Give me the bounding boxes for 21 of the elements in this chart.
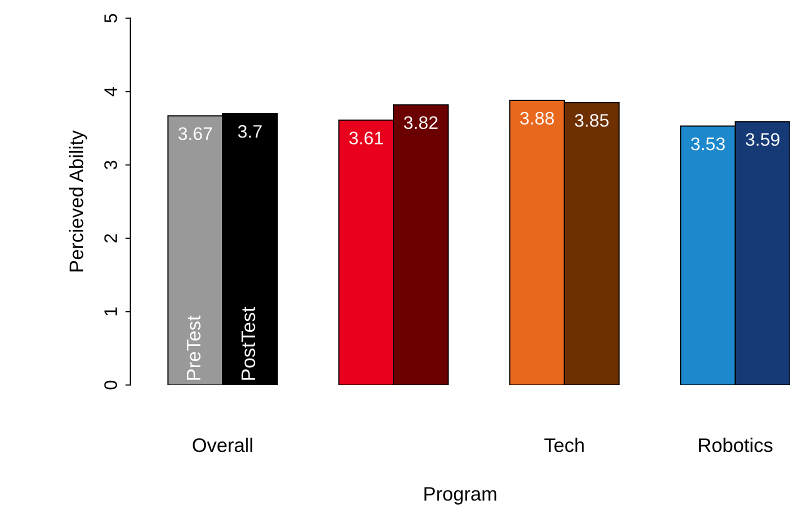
x-tick-label: Robotics bbox=[699, 438, 772, 452]
y-tick-label: 3 bbox=[104, 160, 118, 170]
data-label: 3.59 bbox=[746, 133, 780, 146]
y-tick-label: 4 bbox=[104, 87, 117, 96]
data-label: 3.61 bbox=[349, 132, 383, 144]
x-tick-label: Overall bbox=[192, 438, 252, 452]
data-label: 3.85 bbox=[574, 114, 609, 127]
data-label: 3.88 bbox=[520, 112, 554, 125]
data-label: 3.67 bbox=[178, 127, 212, 140]
y-tick-label: 2 bbox=[104, 234, 117, 242]
y-tick-label: 0 bbox=[104, 380, 118, 390]
y-tick-label: 1 bbox=[104, 308, 117, 316]
x-tick-label: Tech bbox=[544, 438, 584, 452]
y-tick-label: 5 bbox=[104, 14, 118, 23]
data-label: 3.7 bbox=[238, 125, 262, 138]
data-label: 3.53 bbox=[691, 137, 725, 150]
x-axis-title: Program bbox=[424, 487, 496, 505]
data-label: 3.82 bbox=[404, 116, 438, 130]
series-label: PostTest bbox=[242, 306, 256, 380]
series-label: PreTest bbox=[186, 316, 201, 380]
y-axis-title: Percieved Ability bbox=[69, 130, 88, 272]
